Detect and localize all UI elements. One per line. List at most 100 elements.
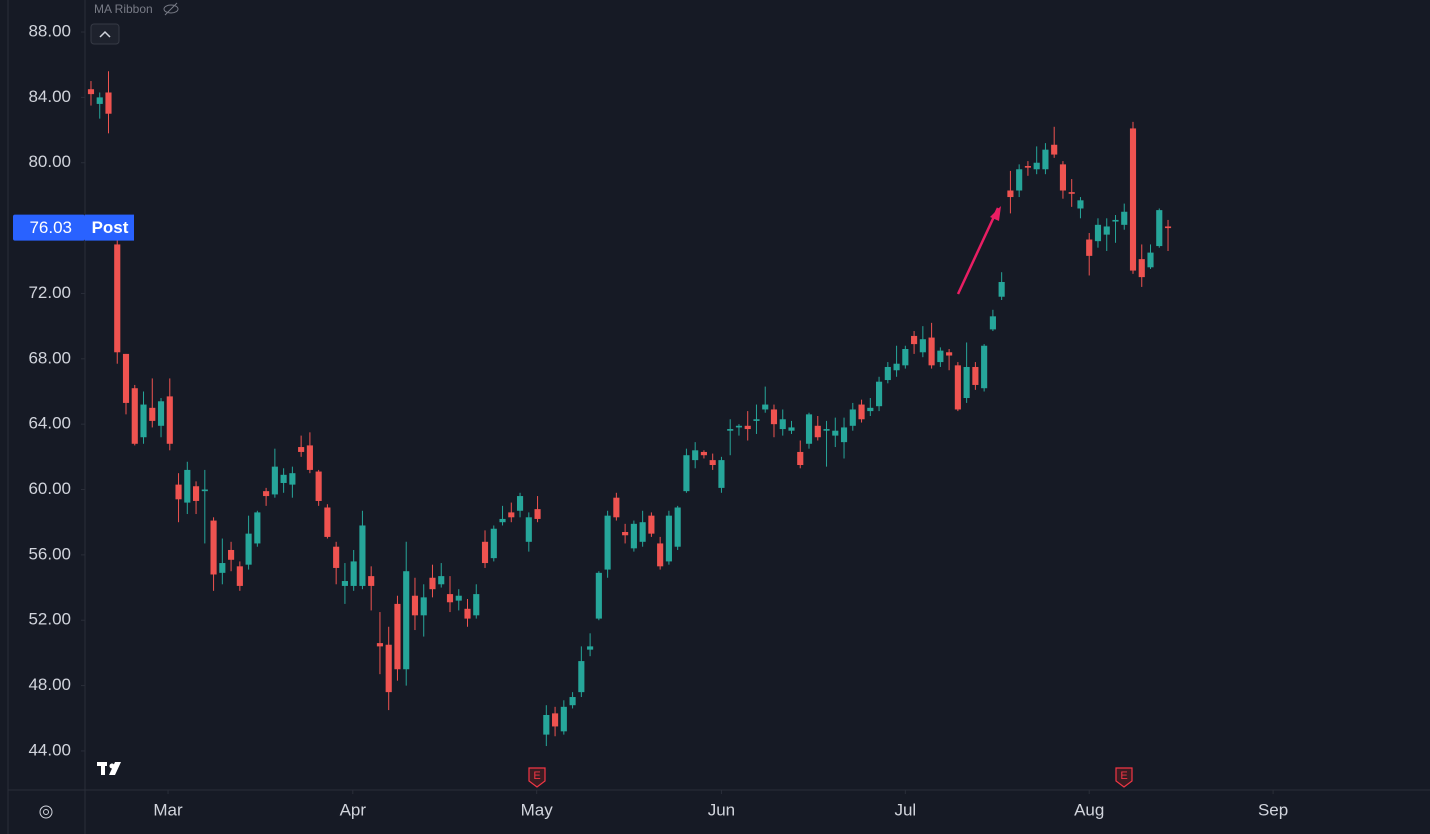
x-tick-label: Mar — [153, 800, 183, 819]
y-tick-label: 48.00 — [28, 675, 71, 694]
candle-body — [376, 643, 384, 647]
candle-body — [228, 549, 235, 560]
candle-body — [149, 407, 156, 421]
candle-body — [770, 409, 778, 425]
session-box — [85, 214, 134, 241]
y-tick-label: 56.00 — [28, 544, 71, 563]
candle-body — [1121, 211, 1128, 225]
candle-body — [490, 528, 497, 559]
candle-body — [236, 566, 243, 586]
candle-body — [114, 244, 121, 353]
candle-body — [333, 546, 340, 568]
candle-body — [928, 337, 935, 366]
candle-body — [359, 525, 366, 586]
candle-body — [674, 507, 681, 547]
candle-body — [438, 576, 445, 585]
candle-body — [552, 713, 559, 727]
candle-body — [1007, 190, 1014, 198]
candle-body — [630, 523, 637, 549]
candle-body — [341, 581, 348, 586]
candle-body — [280, 474, 287, 483]
candle-body — [473, 594, 480, 616]
candle-body — [1138, 259, 1145, 278]
candle-body — [122, 353, 130, 403]
candle-body — [779, 419, 786, 430]
y-tick-label: 68.00 — [28, 348, 71, 367]
candle-body — [683, 455, 690, 492]
candle-body — [534, 509, 541, 519]
candle-body — [648, 515, 655, 534]
candle-body — [753, 419, 760, 421]
candle-body — [805, 414, 813, 444]
candle-body — [1033, 162, 1040, 170]
settings-icon[interactable] — [39, 805, 53, 819]
candle-body — [105, 92, 112, 114]
candle-body — [420, 597, 427, 616]
candle-body — [184, 469, 191, 503]
candle-body — [823, 429, 830, 431]
candle-body — [911, 335, 918, 345]
candle-body — [508, 512, 515, 518]
candle-body — [403, 571, 410, 670]
candle-body — [394, 603, 401, 670]
earnings-marker — [1115, 767, 1133, 788]
candle-body — [96, 97, 103, 104]
y-tick-label: 60.00 — [28, 479, 71, 498]
candle-body — [560, 706, 567, 732]
indicator-label[interactable]: MA Ribbon — [94, 2, 153, 16]
candle-body — [192, 486, 200, 501]
candle-body — [788, 427, 795, 431]
candle-body — [324, 507, 331, 537]
candle-body — [87, 89, 95, 95]
candle-body — [963, 366, 970, 399]
candle-body — [981, 345, 988, 389]
candle-body — [166, 396, 173, 444]
candle-body — [604, 515, 611, 570]
candle-body — [210, 520, 217, 575]
candle-body — [298, 447, 305, 452]
candle-body — [315, 471, 322, 501]
candle-body — [306, 445, 313, 470]
candle-body — [937, 350, 944, 363]
candle-body — [814, 425, 821, 438]
y-tick-label: 44.00 — [28, 740, 71, 759]
candle-body — [832, 430, 839, 436]
logo — [97, 762, 121, 775]
candle-body — [245, 533, 252, 565]
candle-body — [595, 572, 602, 619]
candle-body — [665, 515, 672, 562]
candle-body — [1147, 252, 1154, 268]
x-tick-label: Apr — [340, 800, 367, 819]
candle-body — [954, 365, 961, 410]
candle-body — [902, 349, 909, 366]
candle-body — [455, 595, 462, 601]
candle-body — [1103, 226, 1110, 235]
candle-body — [368, 576, 375, 586]
candle-body — [499, 518, 506, 523]
candle-body — [385, 644, 392, 693]
annotation-arrow — [956, 207, 1000, 295]
candle-body — [464, 608, 471, 619]
candle-body — [875, 381, 883, 407]
candle-body — [271, 466, 278, 495]
collapse-icon — [99, 30, 111, 38]
y-tick-label: 80.00 — [28, 152, 71, 171]
candle-body — [289, 473, 296, 485]
candle-body — [989, 316, 996, 330]
session-label: Post — [92, 218, 129, 237]
candle-body — [700, 451, 707, 456]
collapse-button[interactable] — [90, 23, 120, 45]
last-price-box — [13, 214, 85, 241]
last-price-label: 76.03 — [29, 218, 72, 237]
candle-body — [797, 451, 804, 466]
candle-body — [1129, 128, 1137, 271]
candle-body — [849, 409, 856, 426]
candle-body — [1024, 166, 1031, 168]
candle-body — [727, 429, 734, 431]
earnings-marker — [528, 767, 546, 788]
candle-body — [429, 577, 436, 590]
candle-body — [867, 407, 874, 412]
candle-body — [718, 460, 725, 488]
hide-icon[interactable] — [163, 2, 179, 16]
annotation-arrowhead — [990, 206, 1001, 221]
